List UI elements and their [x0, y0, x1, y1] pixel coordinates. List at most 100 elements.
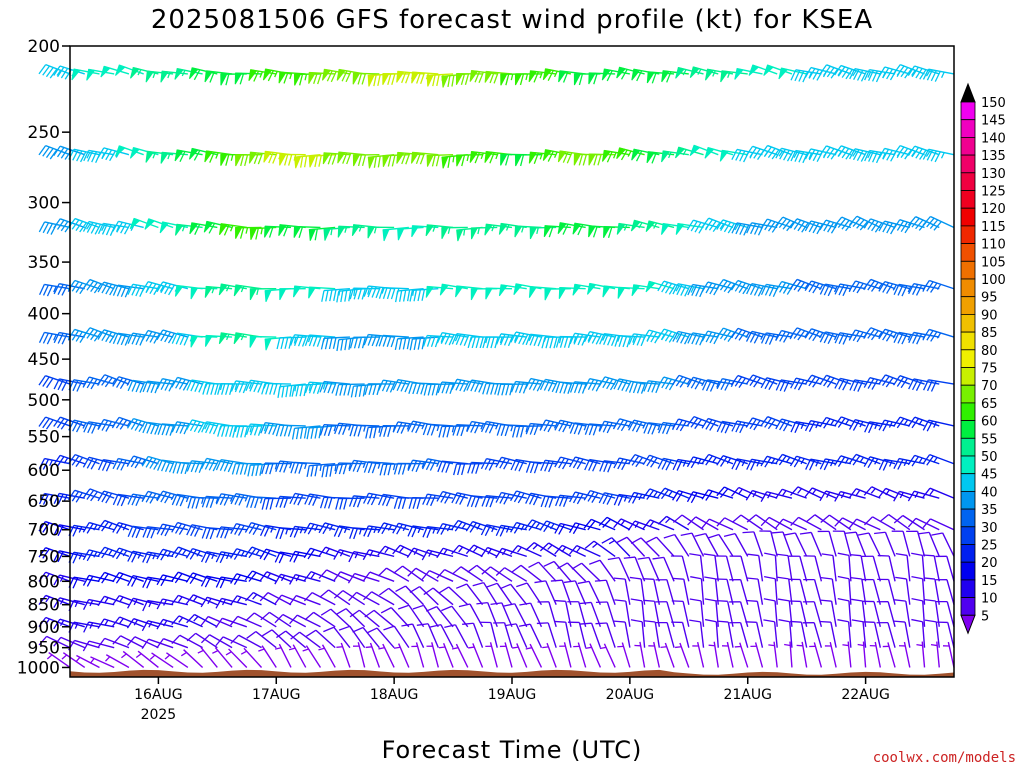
- wind-barb: [347, 572, 380, 584]
- wind-barb: [874, 531, 896, 557]
- wind-barb: [768, 641, 778, 668]
- y-tick-label: 650: [28, 492, 60, 512]
- wind-barb: [362, 571, 395, 582]
- wind-barb: [305, 629, 336, 649]
- wind-barb: [702, 379, 734, 392]
- wind-barb: [362, 549, 395, 561]
- wind-barb: [293, 73, 321, 86]
- wind-barb: [630, 598, 646, 627]
- wind-barb: [689, 619, 705, 648]
- wind-barb: [922, 328, 955, 342]
- wind-barb: [130, 66, 159, 79]
- wind-barb: [480, 420, 513, 434]
- colorbar-label: 90: [981, 308, 998, 323]
- wind-barb: [869, 641, 882, 668]
- wind-barb: [936, 621, 955, 648]
- colorbar-label: 115: [981, 220, 1006, 235]
- wind-barb: [585, 643, 602, 668]
- wind-barb: [788, 578, 808, 605]
- wind-barb: [53, 416, 85, 430]
- wind-barb: [303, 591, 336, 606]
- wind-barb: [734, 642, 749, 668]
- colorbar-swatch: [960, 349, 976, 368]
- wind-barb: [421, 549, 454, 561]
- wind-barb: [893, 620, 911, 648]
- colorbar-swatch: [960, 597, 976, 616]
- wind-barb: [586, 282, 616, 295]
- wind-barb: [613, 620, 631, 648]
- wind-barb: [336, 642, 351, 668]
- wind-barb: [171, 332, 203, 346]
- wind-barb: [53, 492, 85, 505]
- wind-barb: [319, 380, 350, 394]
- wind-barb: [275, 424, 306, 437]
- wind-barb: [333, 549, 365, 560]
- wind-barb: [458, 603, 484, 628]
- wind-barb: [730, 279, 763, 295]
- wind-barb: [642, 454, 675, 468]
- wind-barb: [878, 66, 910, 81]
- wind-barb: [930, 641, 940, 668]
- wind-barb: [348, 591, 380, 606]
- wind-barb: [528, 561, 557, 582]
- wind-barb: [642, 519, 675, 531]
- wind-barb: [383, 625, 410, 649]
- wind-barb: [704, 147, 734, 159]
- wind-barb: [607, 556, 631, 582]
- wind-barb: [559, 642, 572, 668]
- wind-barb: [304, 611, 336, 628]
- wind-barb: [278, 71, 306, 84]
- wind-barb: [467, 564, 498, 582]
- wind-barb: [922, 279, 955, 293]
- colorbar-label: 75: [981, 362, 998, 377]
- colorbar-label: 5: [981, 609, 989, 624]
- wind-barb: [261, 629, 292, 649]
- wind-barb: [462, 622, 484, 648]
- wind-barb: [97, 637, 130, 649]
- wind-barb: [423, 383, 454, 396]
- wind-barb: [416, 623, 439, 648]
- wind-barb: [289, 573, 321, 585]
- colorbar-swatch: [960, 561, 976, 581]
- wind-barb: [264, 288, 292, 302]
- wind-barb: [931, 532, 955, 557]
- wind-barb: [378, 334, 409, 348]
- wind-barb: [567, 621, 587, 648]
- wind-barb: [671, 621, 690, 648]
- wind-barb: [923, 577, 940, 605]
- wind-barb: [249, 288, 277, 301]
- wind-barb: [543, 560, 572, 582]
- wind-barb: [499, 583, 528, 606]
- wind-barb: [451, 566, 483, 582]
- wind-barb: [363, 591, 395, 606]
- wind-barb: [397, 604, 425, 628]
- wind-barb: [230, 615, 262, 628]
- wind-barb: [571, 562, 601, 582]
- wind-barb: [171, 493, 203, 507]
- wind-barb: [83, 598, 115, 610]
- colorbar-swatch: [960, 243, 976, 262]
- wind-barb: [788, 555, 808, 582]
- wind-barb: [61, 652, 86, 669]
- wind-barb: [321, 68, 351, 83]
- wind-barb: [246, 630, 277, 649]
- wind-barb: [729, 621, 749, 648]
- wind-barb: [893, 514, 925, 531]
- wind-barb: [308, 226, 336, 241]
- wind-barb: [863, 376, 896, 390]
- plot-frame: [69, 45, 955, 678]
- wind-barb: [335, 383, 365, 396]
- wind-barb: [366, 627, 395, 649]
- wind-barb: [112, 220, 144, 235]
- colorbar-label: 100: [981, 273, 1006, 288]
- wind-barb: [790, 377, 822, 391]
- wind-barb: [790, 486, 822, 499]
- wind-barb: [485, 287, 513, 300]
- wind-barb: [469, 70, 498, 83]
- wind-barb: [613, 378, 645, 392]
- wind-barb: [616, 222, 645, 235]
- wind-barb: [436, 522, 468, 535]
- wind-barb: [240, 647, 263, 668]
- wind-barb: [879, 513, 911, 531]
- wind-barb: [834, 455, 866, 467]
